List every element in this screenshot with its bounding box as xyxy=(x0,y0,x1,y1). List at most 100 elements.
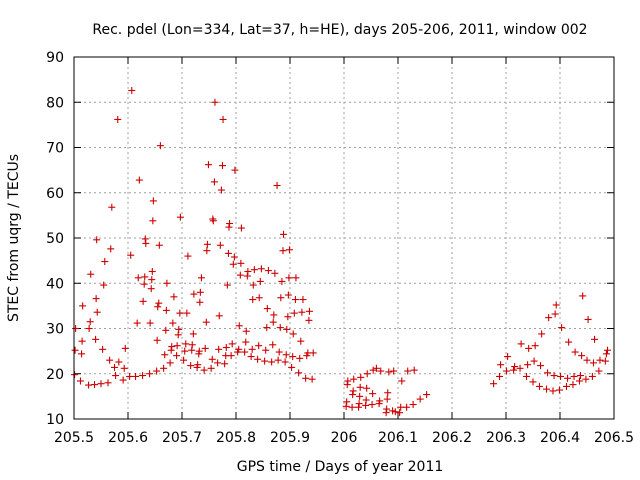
data-point xyxy=(114,115,122,123)
data-point xyxy=(288,363,296,371)
data-point xyxy=(302,374,310,382)
data-point xyxy=(221,360,229,368)
data-point xyxy=(261,357,269,365)
data-point xyxy=(139,297,147,305)
data-point xyxy=(237,259,245,267)
data-point xyxy=(297,337,305,345)
data-point xyxy=(235,322,243,330)
data-point xyxy=(296,354,304,362)
data-point xyxy=(188,341,196,349)
y-tick-label: 90 xyxy=(46,50,64,66)
data-point xyxy=(237,224,245,232)
data-point xyxy=(79,302,87,310)
data-point xyxy=(298,308,306,316)
data-point xyxy=(194,361,202,369)
data-point xyxy=(275,348,283,356)
data-point xyxy=(223,281,231,289)
data-point xyxy=(589,359,597,367)
data-point xyxy=(517,340,525,348)
data-point xyxy=(133,319,141,327)
data-point xyxy=(396,409,404,417)
data-point xyxy=(284,291,292,299)
data-point xyxy=(529,378,537,386)
data-point xyxy=(409,401,417,409)
data-point xyxy=(134,274,142,282)
data-point xyxy=(215,312,223,320)
data-point xyxy=(132,372,140,380)
data-point xyxy=(85,325,93,332)
data-point xyxy=(162,326,170,334)
data-point xyxy=(112,372,120,380)
data-point xyxy=(187,362,195,370)
x-tick-label: 206.4 xyxy=(540,430,580,446)
data-point xyxy=(525,344,533,352)
data-point xyxy=(86,318,94,326)
data-point xyxy=(181,347,189,355)
data-point xyxy=(202,318,210,326)
data-point xyxy=(578,352,586,360)
data-point xyxy=(140,280,148,288)
data-point xyxy=(269,341,277,349)
data-point xyxy=(372,364,380,372)
data-point xyxy=(281,358,289,366)
data-point xyxy=(142,239,150,247)
data-point xyxy=(305,307,313,315)
data-point xyxy=(398,377,406,385)
data-point xyxy=(222,344,230,352)
data-point xyxy=(558,324,566,332)
data-point xyxy=(160,364,168,372)
data-point xyxy=(249,281,257,289)
data-point xyxy=(305,316,313,324)
grid-lines xyxy=(74,57,614,419)
data-point xyxy=(211,98,219,106)
data-point xyxy=(292,274,300,282)
data-point xyxy=(490,380,498,388)
data-point xyxy=(99,345,107,353)
data-point xyxy=(280,230,288,238)
data-point xyxy=(549,387,557,395)
data-point xyxy=(168,343,176,351)
data-point xyxy=(523,372,531,380)
data-point xyxy=(277,294,285,302)
x-tick-label: 205.9 xyxy=(270,430,310,446)
data-point xyxy=(256,277,264,285)
data-point xyxy=(231,166,239,174)
data-point xyxy=(575,377,583,385)
data-point xyxy=(219,162,226,170)
data-point xyxy=(104,379,112,387)
data-point xyxy=(146,319,154,327)
data-point xyxy=(228,340,236,348)
data-point xyxy=(148,276,156,284)
data-point xyxy=(285,274,293,282)
data-point xyxy=(203,240,211,248)
data-point xyxy=(241,348,249,356)
data-point xyxy=(577,372,585,380)
data-point xyxy=(269,318,277,326)
data-point xyxy=(535,382,543,390)
data-point xyxy=(268,358,276,366)
data-point xyxy=(570,372,578,380)
data-point xyxy=(349,387,357,395)
data-point xyxy=(290,309,298,317)
data-point xyxy=(72,325,80,332)
data-point xyxy=(564,374,572,382)
y-tick-labels: 10 20 30 40 50 60 70 80 90 xyxy=(46,50,64,428)
data-point xyxy=(562,382,570,390)
data-point xyxy=(176,213,184,221)
data-point xyxy=(230,253,238,261)
data-point xyxy=(278,277,286,285)
data-point xyxy=(263,305,271,313)
data-point xyxy=(217,186,225,194)
data-point xyxy=(299,296,307,304)
data-point xyxy=(173,342,181,350)
data-point xyxy=(376,397,384,405)
data-point xyxy=(85,381,93,389)
data-point xyxy=(537,362,545,370)
x-tick-label: 206 xyxy=(331,430,358,446)
data-point xyxy=(516,364,524,372)
data-point xyxy=(197,274,205,282)
y-tick-label: 10 xyxy=(46,412,64,428)
data-point xyxy=(244,267,252,275)
data-point xyxy=(291,296,299,304)
data-point xyxy=(226,220,234,228)
